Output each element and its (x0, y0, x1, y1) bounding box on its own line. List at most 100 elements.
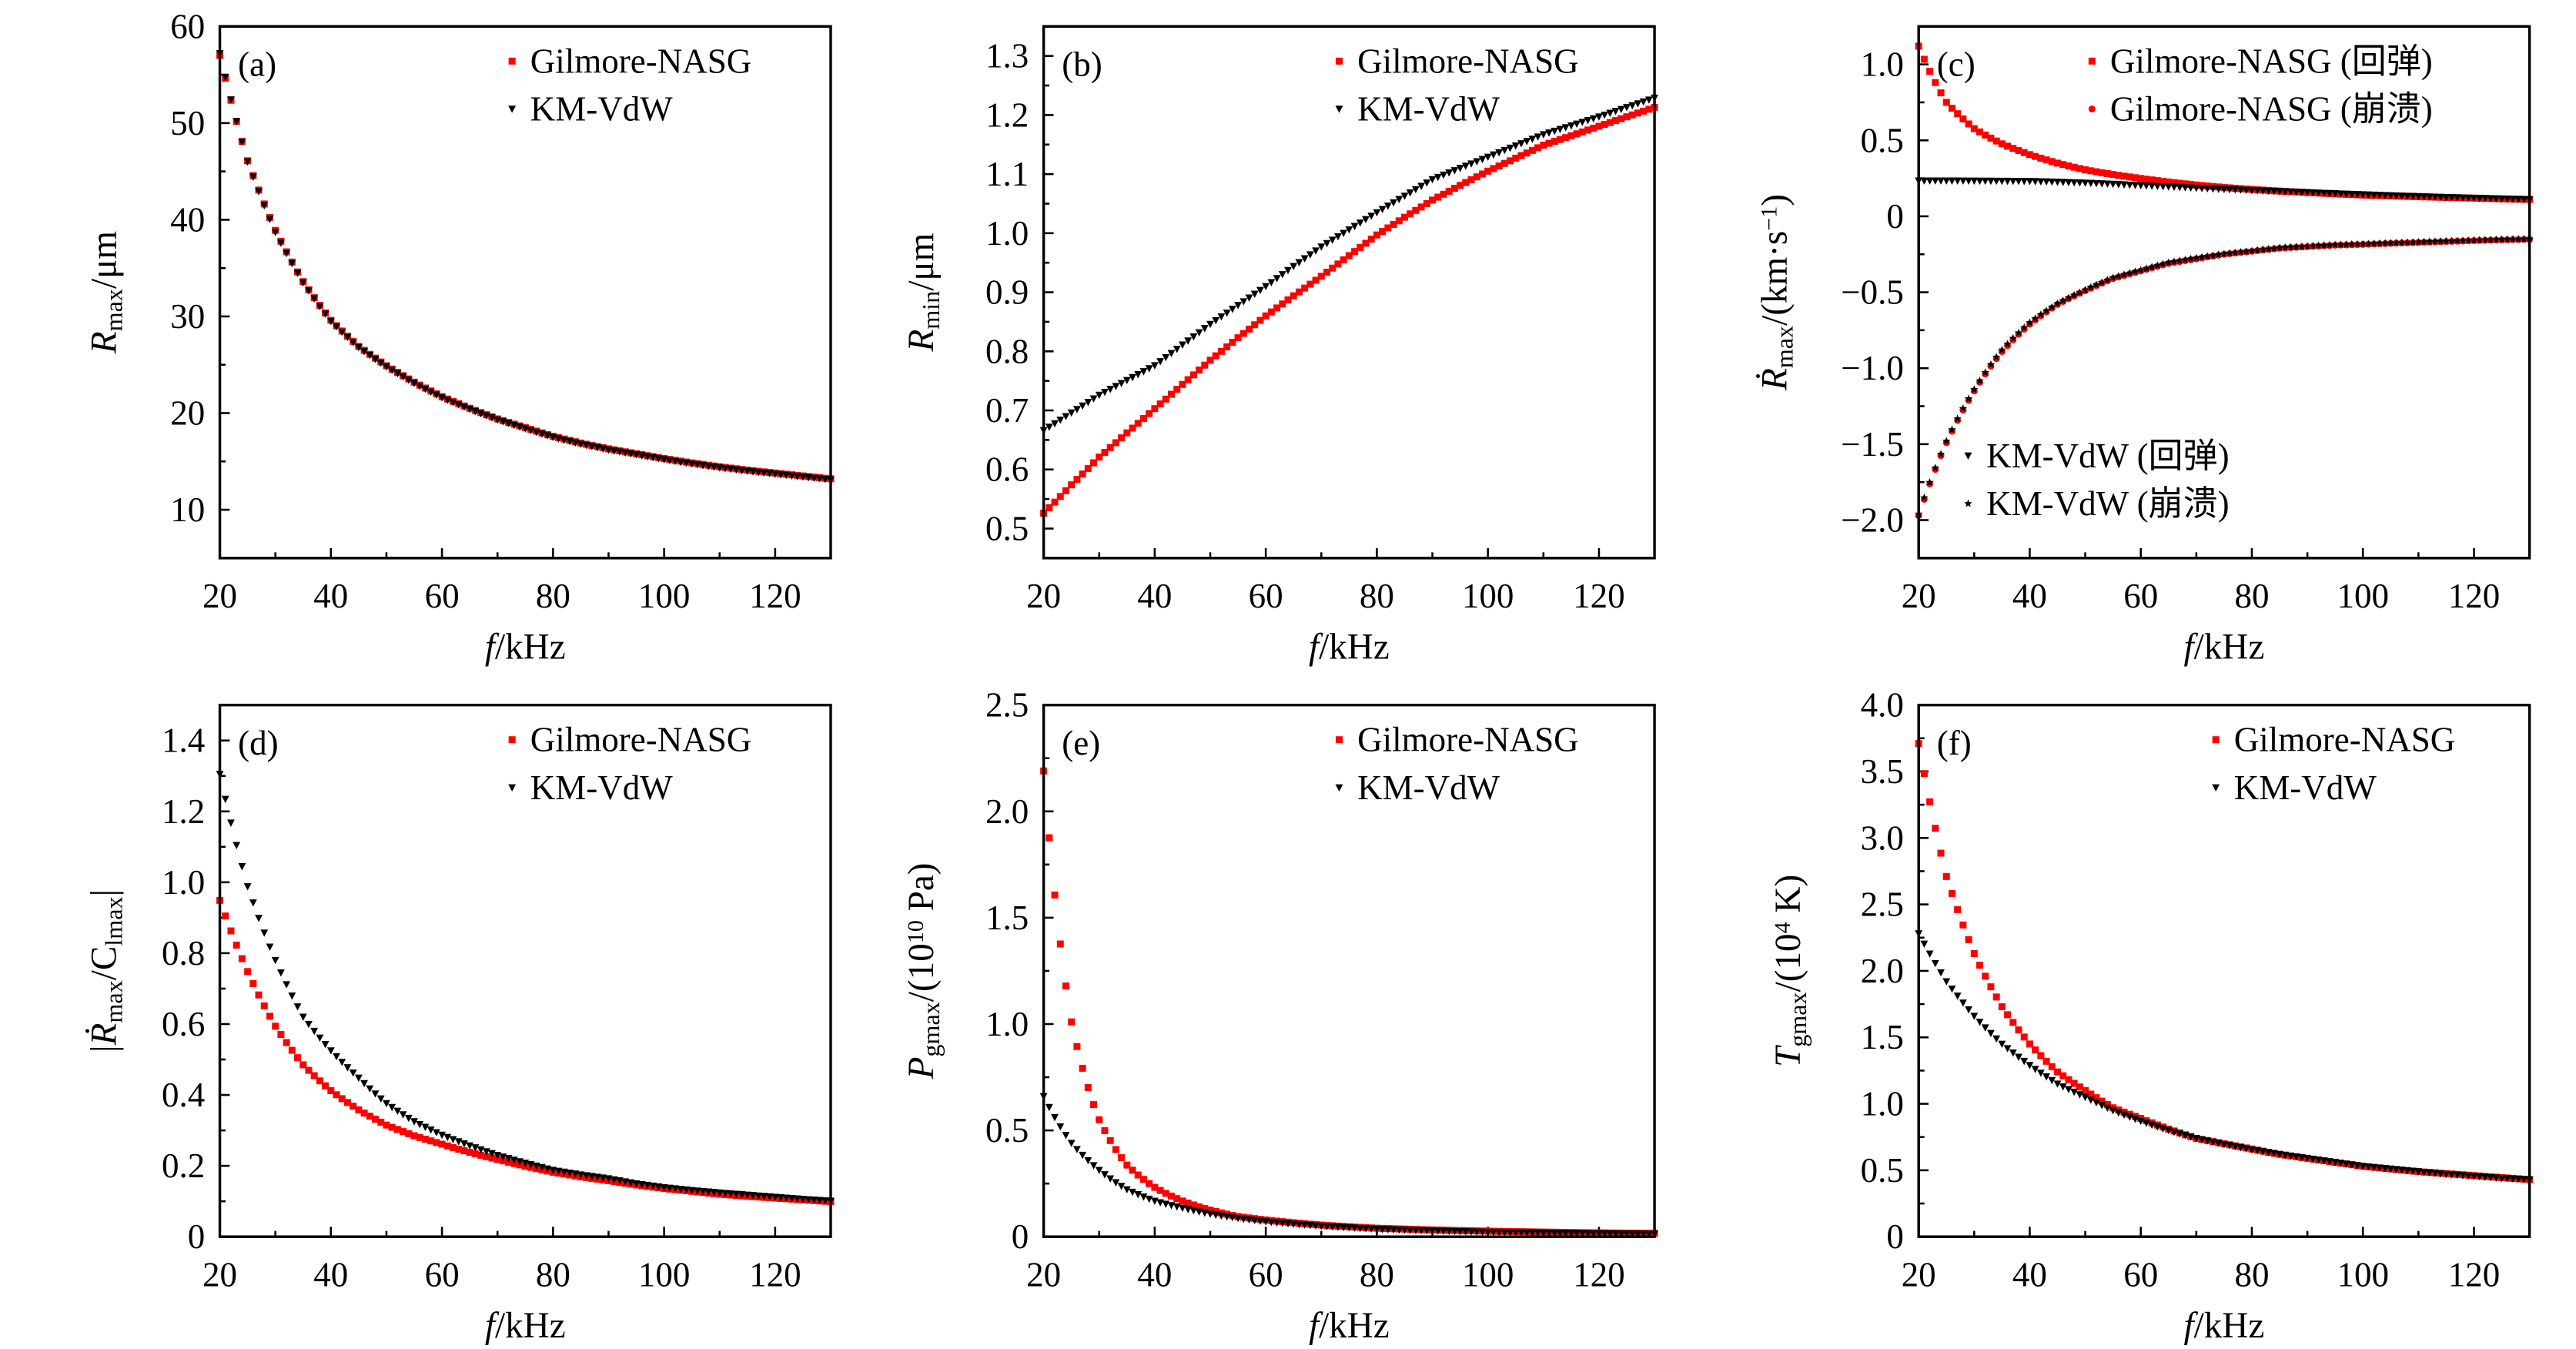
data-point (1942, 177, 1951, 185)
data-point-interp (2281, 1151, 2290, 1160)
data-point-interp (432, 391, 440, 399)
data-point-interp (1112, 1146, 1119, 1153)
data-point-interp (2325, 240, 2334, 249)
data-point-interp (2031, 178, 2039, 186)
data-point-interp (2281, 188, 2290, 196)
data-point-interp (1434, 1227, 1442, 1235)
x-tick-label: 100 (2337, 577, 2389, 615)
y-tick-label: −1.0 (1841, 349, 1904, 387)
data-point-interp (1250, 290, 1259, 298)
data-point-interp (421, 1136, 429, 1143)
data-point (2026, 151, 2033, 159)
panel-label: (c) (1937, 45, 1975, 84)
data-point-interp (699, 1187, 708, 1196)
data-point-interp (1084, 1157, 1092, 1165)
data-point (1150, 362, 1159, 370)
data-point-interp (1987, 177, 1995, 186)
data-point (2192, 1135, 2200, 1143)
x-tick-label: 60 (425, 1256, 460, 1294)
data-point-interp (2392, 1166, 2400, 1173)
data-point-interp (2264, 187, 2273, 196)
plot-frame (1042, 25, 1656, 560)
data-point-interp (2103, 1104, 2112, 1113)
data-point-interp (1228, 1213, 1236, 1222)
data-point-interp (1992, 177, 2001, 186)
data-point-interp (2231, 186, 2240, 194)
data-point-interp (2036, 1069, 2045, 1077)
data-point-interp (2048, 158, 2056, 166)
data-point-interp (1223, 1213, 1231, 1221)
data-point (549, 1167, 557, 1174)
data-point-interp (1079, 1064, 1086, 1072)
data-point-interp (621, 1178, 630, 1186)
data-point (493, 1156, 501, 1163)
data-point-interp (1534, 1229, 1542, 1237)
data-point (798, 474, 807, 481)
data-point-interp (2381, 192, 2390, 199)
data-point-interp (1173, 1203, 1181, 1211)
label-part: max (1771, 326, 1798, 368)
data-point-interp (2287, 1152, 2295, 1160)
label-part: | (84, 889, 124, 896)
data-point-interp (238, 863, 246, 871)
data-point-interp (2114, 1109, 2123, 1117)
data-point-interp (2309, 242, 2317, 250)
y-tick-label: 4.0 (1861, 686, 1904, 725)
data-point-interp (1089, 1162, 1098, 1170)
data-point-interp (2131, 182, 2139, 189)
data-point-interp (460, 403, 468, 411)
data-point-interp (1954, 110, 1962, 118)
data-point-interp (1959, 403, 1968, 413)
data-point (2109, 180, 2117, 189)
data-point-interp (1412, 206, 1420, 214)
data-point-interp (1528, 1229, 1537, 1237)
data-point (2470, 1173, 2478, 1180)
data-point-interp (1256, 286, 1264, 295)
data-point-interp (1639, 98, 1648, 106)
data-point-interp (2430, 237, 2440, 246)
data-point-interp (760, 469, 768, 477)
data-point (2136, 1117, 2145, 1126)
data-point-interp (2126, 1113, 2134, 1121)
x-tick-label: 80 (2234, 577, 2269, 615)
data-point-interp (1461, 1228, 1470, 1236)
data-point-interp (2019, 323, 2029, 332)
legend-label: Gilmore-NASG (530, 721, 752, 759)
data-point-interp (727, 465, 735, 474)
data-point (2220, 249, 2229, 258)
data-point-interp (1079, 402, 1087, 410)
data-point-interp (316, 1034, 324, 1043)
data-point-interp (1606, 1230, 1614, 1238)
x-tick-label: 80 (1360, 577, 1394, 615)
data-point-interp (1395, 1226, 1403, 1234)
data-point-interp (343, 333, 352, 342)
y-tick-label: 0 (1012, 1217, 1029, 1256)
data-point-interp (2059, 1083, 2067, 1091)
data-point-interp (2064, 179, 2073, 186)
data-point-interp (2431, 193, 2439, 201)
data-point-interp (2503, 196, 2511, 203)
data-point-interp (2181, 255, 2190, 263)
data-point (2497, 1174, 2506, 1183)
data-point (1511, 142, 1520, 150)
data-point-interp (1440, 190, 1447, 198)
y-tick-label: 0.5 (985, 509, 1029, 547)
data-point-interp (2409, 1167, 2417, 1176)
data-point (2220, 186, 2228, 193)
data-point-interp (727, 1190, 735, 1198)
data-point (1942, 437, 1951, 445)
data-point-interp (1134, 1191, 1142, 1199)
series-triangle-down (1039, 94, 1658, 435)
x-tick-label: 100 (638, 577, 691, 615)
data-point-interp (2114, 181, 2123, 189)
data-point-interp (594, 1173, 601, 1181)
data-point-interp (2003, 1045, 2012, 1053)
x-tick-label: 40 (313, 577, 348, 615)
data-point (1262, 312, 1270, 320)
legend-marker (1964, 499, 1972, 507)
data-point-interp (649, 1182, 657, 1190)
y-tick-label: 3.5 (1861, 752, 1904, 791)
data-point-interp (1139, 1193, 1148, 1201)
x-tick-label: 60 (1249, 577, 1283, 615)
data-point-interp (1184, 1206, 1193, 1213)
